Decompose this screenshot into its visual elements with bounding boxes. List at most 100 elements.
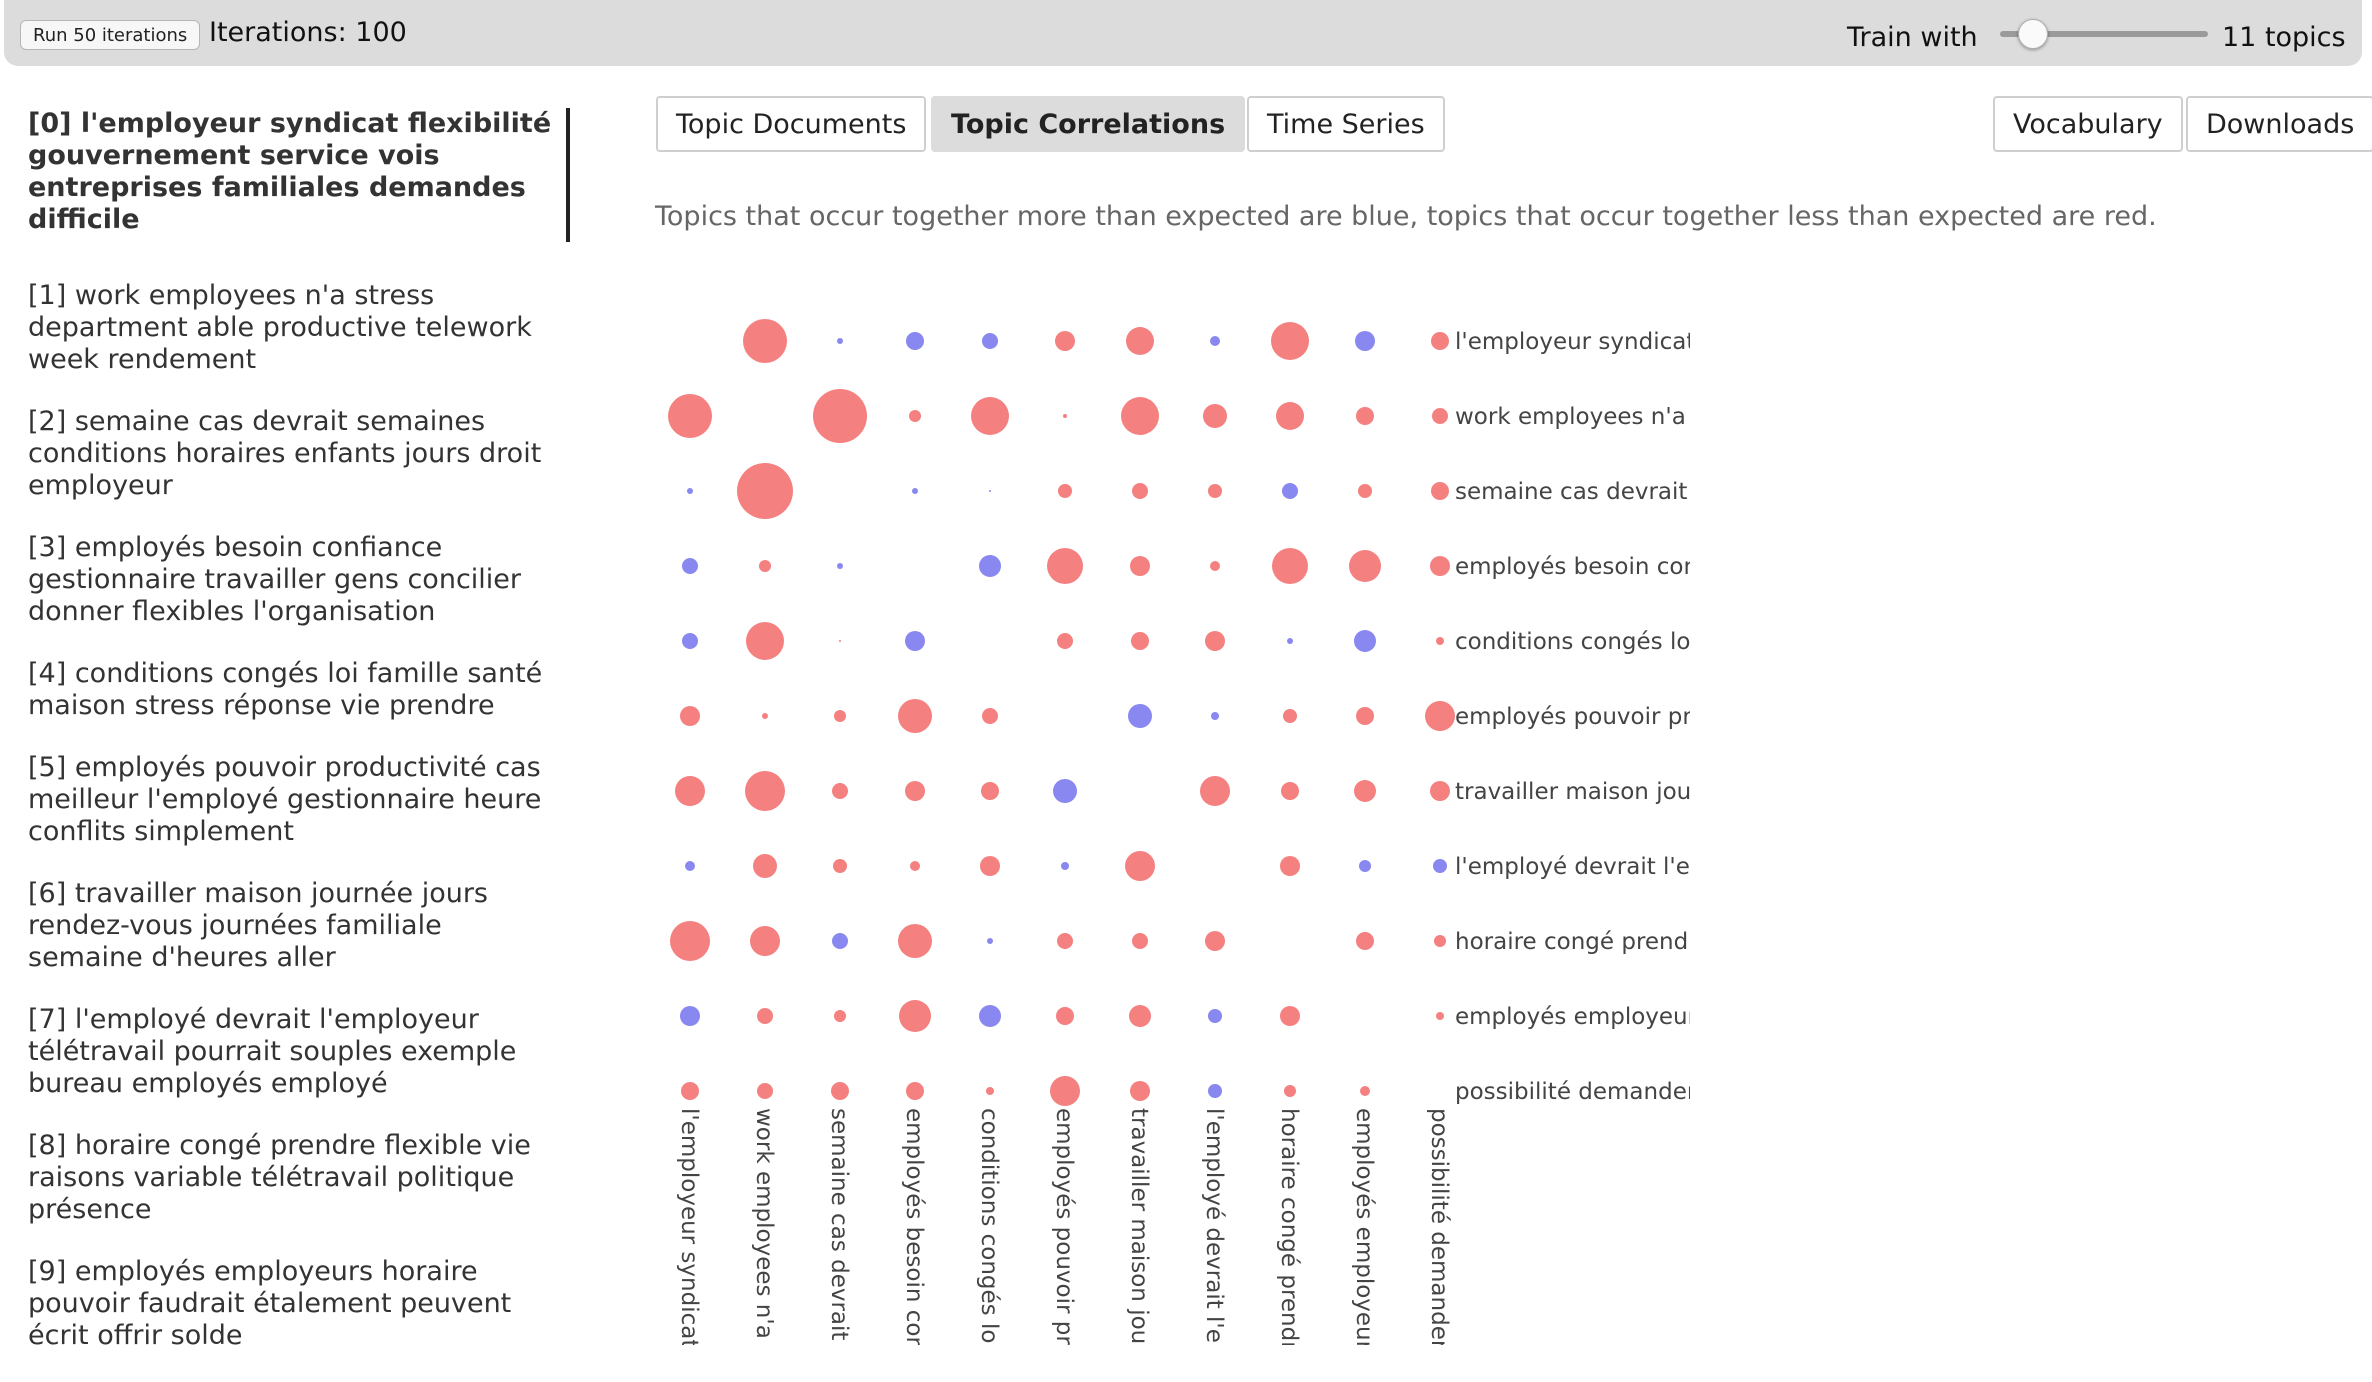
row-label[interactable]: l'employé devrait l'em (1455, 854, 1712, 880)
column-label[interactable]: conditions congés loi (976, 1108, 1002, 1350)
correlation-bubble-2-3 (912, 488, 918, 494)
tab-time-series[interactable]: Time Series (1247, 96, 1445, 152)
column-label[interactable]: employés besoin conf (901, 1108, 927, 1350)
row-label[interactable]: semaine cas devrait (1455, 479, 1687, 505)
correlation-bubble-8-4 (987, 938, 993, 944)
correlation-bubble-5-7 (1211, 712, 1219, 720)
correlation-bubble-1-10 (1432, 408, 1448, 424)
topic-item-7[interactable]: [7] l'employé devrait l'employeur télétr… (28, 1004, 517, 1099)
topic-item-0[interactable]: [0] l'employeur syndicat flexibilité gou… (28, 108, 570, 242)
correlation-bubble-5-3 (898, 699, 932, 733)
correlation-bubble-9-6 (1129, 1005, 1151, 1027)
topic-item-1[interactable]: [1] work employees n'a stress department… (28, 280, 532, 375)
topics-slider-track[interactable] (2000, 31, 2208, 37)
column-label[interactable]: semaine cas devrait (826, 1108, 852, 1340)
correlation-bubble-4-6 (1131, 632, 1149, 650)
correlation-bubble-4-9 (1354, 630, 1376, 652)
column-label[interactable]: work employees n'a (751, 1108, 777, 1339)
row-label[interactable]: horaire congé prendre (1455, 929, 1711, 955)
correlation-bubble-10-6 (1130, 1081, 1150, 1101)
correlation-bubble-10-7 (1208, 1084, 1222, 1098)
correlation-bubble-7-1 (753, 854, 777, 878)
topic-item-4[interactable]: [4] conditions congés loi famille santé … (28, 658, 543, 721)
correlation-bubble-3-9 (1349, 550, 1381, 582)
correlation-bubble-6-8 (1281, 782, 1299, 800)
correlation-bubble-0-8 (1271, 322, 1309, 360)
row-label[interactable]: employés besoin conf (1455, 554, 1707, 580)
topic-item-3[interactable]: [3] employés besoin confiance gestionnai… (28, 532, 522, 627)
column-label[interactable]: possibilité demander (1426, 1108, 1452, 1350)
correlation-bubble-1-9 (1356, 407, 1374, 425)
row-label[interactable]: travailler maison jour (1455, 779, 1701, 805)
correlation-bubble-5-8 (1283, 709, 1297, 723)
topic-item-9[interactable]: [9] employés employeurs horaire pouvoir … (28, 1256, 512, 1351)
correlation-bubble-5-4 (982, 708, 998, 724)
correlation-bubble-5-0 (680, 706, 700, 726)
correlation-bubble-9-7 (1208, 1009, 1222, 1023)
topic-item-2[interactable]: [2] semaine cas devrait semaines conditi… (28, 406, 542, 501)
correlation-bubble-10-9 (1360, 1086, 1370, 1096)
correlation-bubble-10-2 (831, 1082, 849, 1100)
correlation-bubble-4-8 (1287, 638, 1293, 644)
correlation-bubble-3-2 (837, 563, 843, 569)
correlation-bubble-1-3 (909, 410, 921, 422)
correlation-bubble-2-9 (1358, 484, 1372, 498)
correlation-bubble-3-7 (1210, 561, 1220, 571)
correlation-bubble-10-5 (1050, 1076, 1080, 1106)
correlation-bubble-0-7 (1210, 336, 1220, 346)
tab-topic-documents[interactable]: Topic Documents (656, 96, 927, 152)
column-label[interactable]: l'employeur syndicat (676, 1108, 702, 1348)
column-label[interactable]: travailler maison jour (1126, 1108, 1152, 1350)
correlation-bubble-7-6 (1125, 851, 1155, 881)
row-label[interactable]: work employees n'a (1455, 404, 1686, 430)
correlation-bubble-5-9 (1356, 707, 1374, 725)
row-label[interactable]: employés employeurs (1455, 1004, 1709, 1030)
correlation-bubble-6-10 (1430, 781, 1450, 801)
correlation-bubble-8-9 (1356, 932, 1374, 950)
correlation-bubble-1-6 (1121, 397, 1159, 435)
correlation-bubble-9-4 (979, 1005, 1001, 1027)
correlation-bubble-10-3 (906, 1082, 924, 1100)
run-iterations-button[interactable]: Run 50 iterations (20, 20, 201, 50)
row-label[interactable]: employés pouvoir pro (1455, 704, 1705, 730)
topic-item-8[interactable]: [8] horaire congé prendre flexible vie r… (28, 1130, 531, 1225)
correlation-bubble-1-8 (1276, 402, 1304, 430)
column-label[interactable]: l'employé devrait l'em (1201, 1108, 1227, 1350)
correlation-bubble-0-2 (837, 338, 843, 344)
topic-item-5[interactable]: [5] employés pouvoir productivité cas me… (28, 752, 542, 847)
tab-topic-correlations[interactable]: Topic Correlations (931, 96, 1246, 152)
correlation-bubble-8-6 (1132, 933, 1148, 949)
correlation-bubble-4-2 (839, 640, 841, 642)
train-with-label: Train with (1847, 22, 1978, 53)
topic-list: [0] l'employeur syndicat flexibilité gou… (28, 108, 570, 1382)
correlation-bubble-3-0 (682, 558, 698, 574)
correlation-bubble-6-0 (675, 776, 705, 806)
column-label[interactable]: employés pouvoir pro (1051, 1108, 1077, 1350)
correlation-bubble-7-9 (1359, 860, 1371, 872)
correlation-bubble-0-4 (982, 333, 998, 349)
top-toolbar: Run 50 iterations Iterations: 100 Train … (4, 0, 2362, 66)
correlation-bubble-7-5 (1061, 862, 1069, 870)
row-label[interactable]: l'employeur syndicat (1455, 329, 1695, 355)
correlation-bubble-2-6 (1132, 483, 1148, 499)
row-label[interactable]: possibilité demander (1455, 1079, 1697, 1105)
row-label[interactable]: conditions congés loi (1455, 629, 1697, 655)
correlation-bubble-8-2 (832, 933, 848, 949)
correlation-bubble-4-10 (1436, 637, 1444, 645)
correlation-bubble-2-4 (989, 490, 991, 492)
correlation-bubble-4-3 (905, 631, 925, 651)
correlation-bubble-10-4 (986, 1087, 994, 1095)
tab-vocabulary[interactable]: Vocabulary (1993, 96, 2183, 152)
correlation-bubble-5-6 (1128, 704, 1152, 728)
column-label[interactable]: employés employeurs (1351, 1108, 1377, 1350)
tab-downloads[interactable]: Downloads (2186, 96, 2372, 152)
topics-count-label: 11 topics (2222, 22, 2346, 53)
correlation-bubble-0-9 (1355, 331, 1375, 351)
topics-slider-thumb[interactable] (2018, 19, 2049, 49)
correlation-bubble-7-3 (910, 861, 920, 871)
topic-item-6[interactable]: [6] travailler maison journée jours rend… (28, 878, 488, 973)
correlation-bubble-9-0 (680, 1006, 700, 1026)
column-label[interactable]: horaire congé prendre (1276, 1108, 1302, 1350)
correlation-bubble-6-7 (1200, 776, 1230, 806)
iterations-count: Iterations: 100 (209, 17, 407, 48)
